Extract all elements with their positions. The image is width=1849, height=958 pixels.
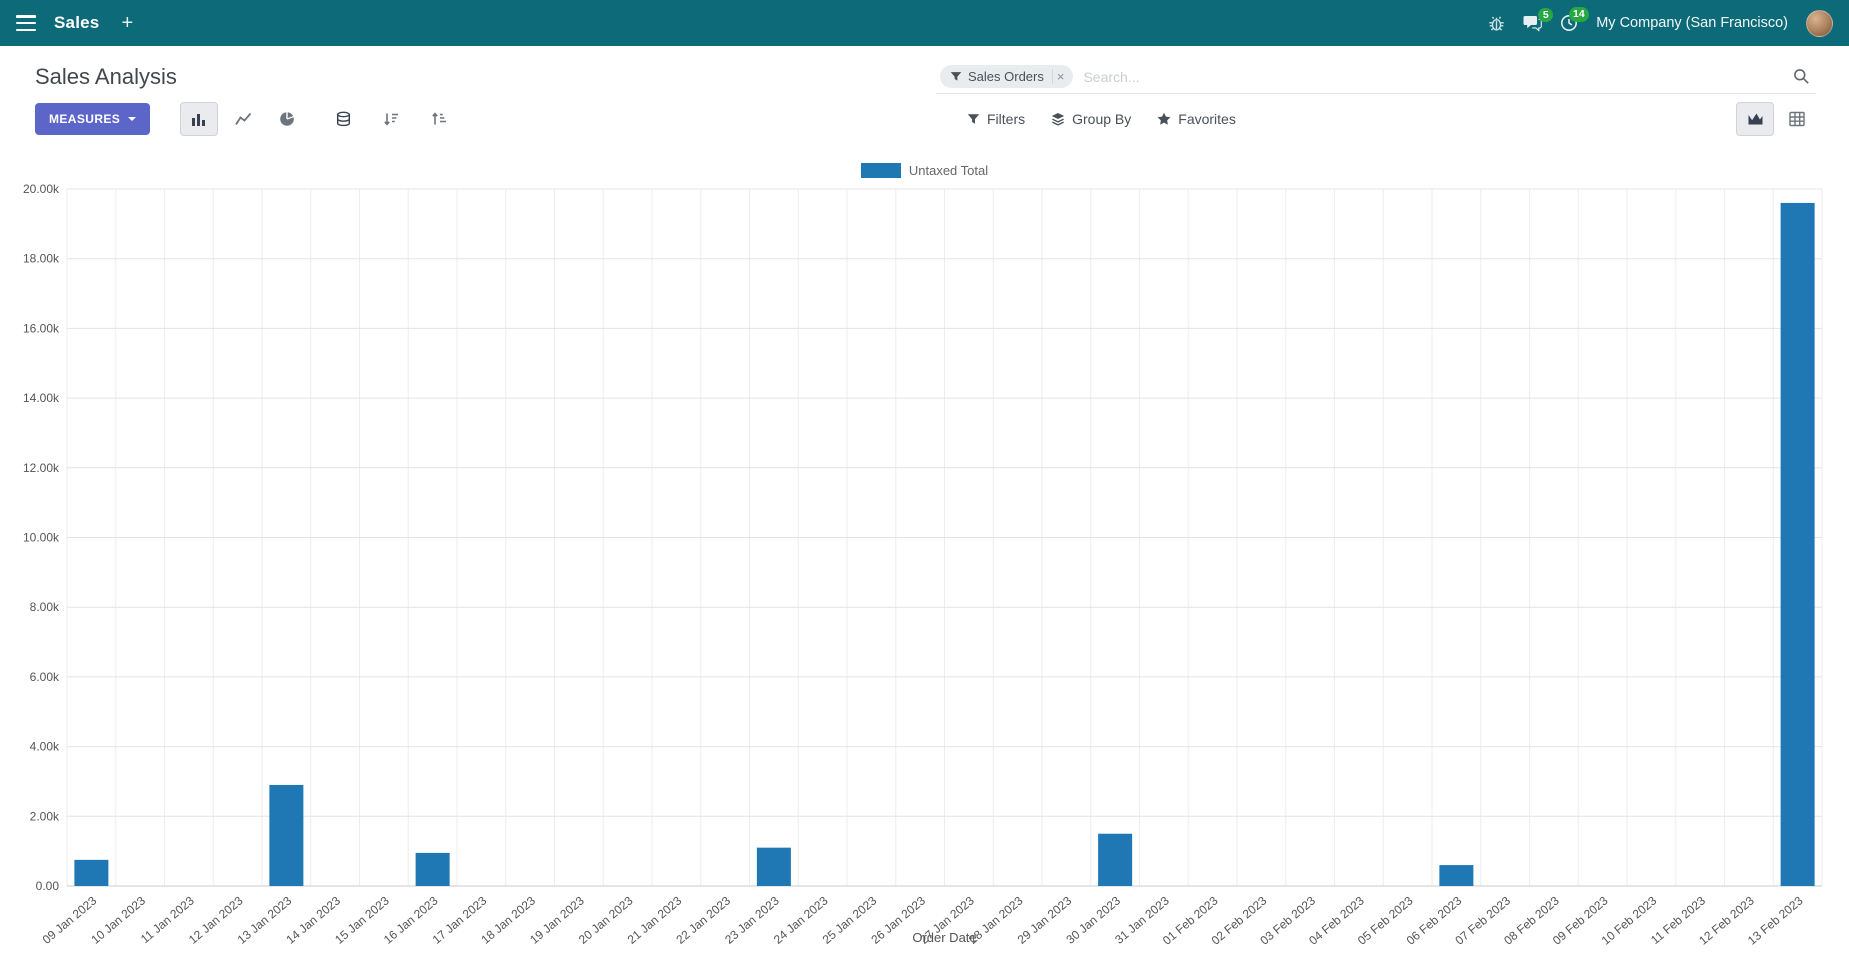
search-input[interactable]	[1073, 68, 1793, 85]
x-tick-label: 10 Jan 2023	[88, 893, 148, 946]
bar[interactable]	[1098, 833, 1133, 886]
measures-label: MEASURES	[49, 112, 121, 126]
bar[interactable]	[415, 852, 450, 886]
pie-chart-icon	[280, 111, 295, 126]
y-tick-label: 8.00k	[30, 600, 60, 614]
y-tick-label: 14.00k	[23, 391, 60, 405]
chart-legend[interactable]: Untaxed Total	[0, 162, 1849, 178]
bar[interactable]	[1780, 202, 1815, 886]
legend-swatch	[860, 162, 901, 178]
pivot-view-button[interactable]	[1778, 102, 1816, 136]
y-tick-label: 2.00k	[30, 809, 60, 823]
filter-funnel-icon	[950, 71, 962, 81]
pivot-view-icon	[1789, 111, 1805, 127]
sort-ascending-button[interactable]	[420, 102, 458, 136]
search-facet-label: Sales Orders	[968, 69, 1044, 84]
sort-ascending-icon	[432, 112, 447, 125]
y-tick-label: 10.00k	[23, 531, 60, 545]
apps-menu-icon[interactable]	[16, 15, 36, 31]
search-facet[interactable]: Sales Orders ×	[940, 65, 1074, 88]
messages-icon[interactable]: 5	[1523, 7, 1554, 32]
legend-label: Untaxed Total	[908, 162, 989, 178]
bar[interactable]	[269, 784, 304, 886]
graph-view-icon	[1748, 113, 1762, 125]
sort-descending-icon	[384, 113, 399, 126]
search-bar[interactable]: Sales Orders ×	[936, 60, 1816, 94]
favorites-label: Favorites	[1178, 111, 1236, 127]
filters-button[interactable]: Filters	[967, 111, 1025, 127]
line-chart-mode-button[interactable]	[224, 102, 262, 136]
debug-bug-icon[interactable]	[1488, 15, 1505, 32]
group-by-label: Group By	[1072, 111, 1132, 127]
line-chart-icon	[234, 112, 251, 125]
stacked-icon	[336, 111, 350, 127]
y-tick-label: 20.00k	[23, 182, 60, 196]
favorites-button[interactable]: Favorites	[1157, 111, 1236, 127]
y-tick-label: 0.00	[36, 879, 60, 893]
y-tick-label: 4.00k	[30, 740, 60, 754]
y-tick-label: 18.00k	[23, 252, 60, 266]
x-axis-title: Order Date	[912, 930, 976, 945]
bar[interactable]	[74, 859, 109, 886]
graph-view-button[interactable]	[1736, 102, 1774, 136]
control-panel: Sales Analysis Sales Orders × MEASURES	[0, 46, 1849, 140]
search-icon[interactable]	[1793, 68, 1810, 85]
company-switcher[interactable]: My Company (San Francisco)	[1596, 15, 1788, 31]
chart-area: Untaxed Total 0.00 2.00k 4.00k 6.00k 8.00k 10…	[0, 162, 1849, 958]
group-by-layers-icon	[1052, 113, 1065, 126]
plus-icon[interactable]: +	[121, 12, 134, 34]
measures-button[interactable]: MEASURES	[35, 103, 151, 135]
pie-chart-mode-button[interactable]	[268, 102, 306, 136]
bar-chart: 0.00 2.00k 4.00k 6.00k 8.00k 10.00k 12.00k 14.0…	[23, 182, 1823, 948]
page-title: Sales Analysis	[35, 64, 177, 89]
y-tick-label: 12.00k	[23, 461, 60, 475]
group-by-button[interactable]: Group By	[1051, 111, 1131, 127]
activities-clock-icon[interactable]: 14	[1560, 7, 1590, 32]
y-tick-label: 6.00k	[30, 670, 60, 684]
stacked-toggle-button[interactable]	[324, 102, 362, 136]
bar-chart-mode-button[interactable]	[180, 102, 219, 136]
bar[interactable]	[1439, 865, 1474, 886]
y-tick-label: 16.00k	[23, 321, 60, 335]
bar-chart-icon	[192, 114, 206, 126]
filters-icon	[967, 113, 980, 124]
favorites-star-icon	[1157, 112, 1171, 125]
facet-remove-icon[interactable]: ×	[1051, 69, 1064, 84]
messages-badge: 5	[1538, 7, 1554, 23]
sort-descending-button[interactable]	[372, 102, 410, 136]
bar[interactable]	[756, 847, 791, 886]
activities-badge: 14	[1568, 7, 1590, 22]
user-avatar[interactable]	[1806, 9, 1833, 37]
filters-label: Filters	[987, 111, 1026, 127]
top-navbar: Sales + 5 14 My Company (San Francisco)	[0, 0, 1849, 46]
app-name[interactable]: Sales	[54, 13, 100, 32]
